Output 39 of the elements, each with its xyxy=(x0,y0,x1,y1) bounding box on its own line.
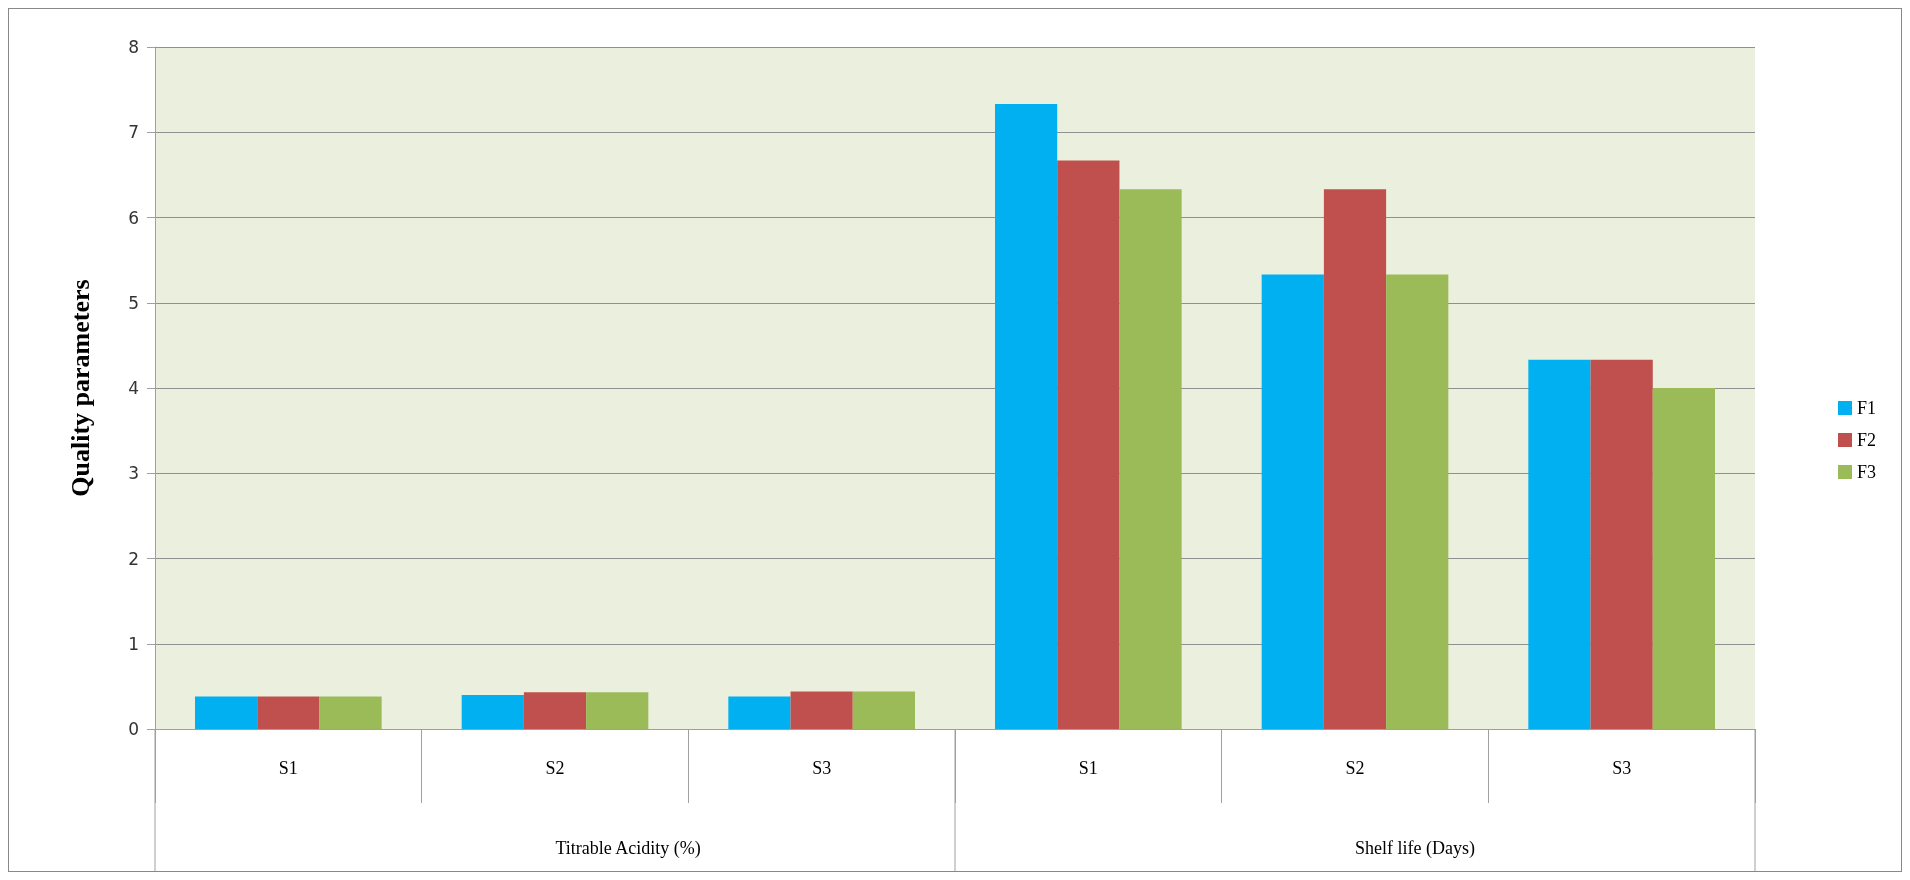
legend-label: F1 xyxy=(1856,398,1876,418)
y-tick-label: 7 xyxy=(128,122,139,143)
y-tick-label: 6 xyxy=(128,207,139,228)
bar xyxy=(1261,274,1324,729)
y-tick-label: 3 xyxy=(128,463,139,484)
x-tick-label: S2 xyxy=(545,758,565,778)
bar xyxy=(728,696,791,729)
bar xyxy=(852,691,915,729)
bar xyxy=(1652,388,1715,729)
bar xyxy=(461,694,524,729)
x-tick-label: S2 xyxy=(1345,758,1365,778)
text: Shelf life (Days) xyxy=(1355,838,1475,859)
legend-label: F3 xyxy=(1856,462,1876,482)
x-tick-label: S3 xyxy=(1612,758,1632,778)
bar xyxy=(1386,274,1449,729)
x-tick-label: S1 xyxy=(278,758,298,778)
text: Titrable Acidity (%) xyxy=(555,838,701,859)
bar xyxy=(523,692,587,729)
bar xyxy=(1590,359,1653,729)
y-tick-label: 4 xyxy=(128,378,139,398)
y-tick-label: 2 xyxy=(128,548,139,569)
bar xyxy=(195,696,258,729)
bar xyxy=(1119,189,1182,729)
y-tick-label: 8 xyxy=(128,37,139,57)
bar xyxy=(790,691,853,729)
bar xyxy=(1323,189,1387,729)
y-axis-title: Quality parameters xyxy=(65,279,95,497)
bar xyxy=(586,692,649,729)
bar xyxy=(995,104,1058,729)
y-tick-label: 0 xyxy=(128,719,139,739)
x-tick-label: S3 xyxy=(812,758,832,778)
y-tick-label: 5 xyxy=(128,292,139,313)
bar xyxy=(1528,359,1591,729)
y-tick-label: 1 xyxy=(128,633,139,654)
bar xyxy=(319,696,382,729)
legend-label: F2 xyxy=(1856,430,1876,450)
x-tick-label: S1 xyxy=(1078,758,1098,778)
bar xyxy=(1057,160,1120,729)
bar xyxy=(257,696,320,729)
